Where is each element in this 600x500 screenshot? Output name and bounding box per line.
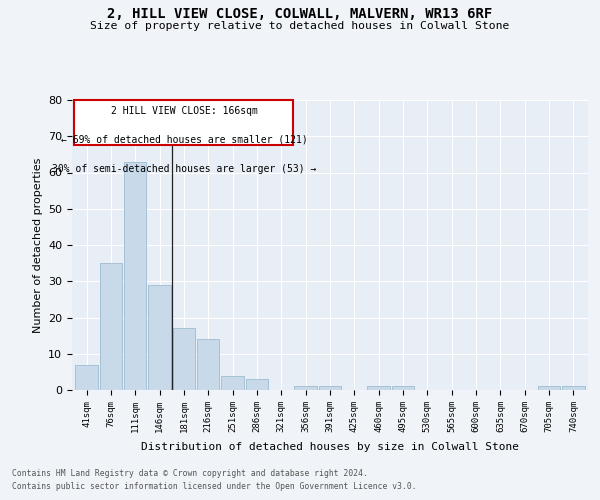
Text: ← 69% of detached houses are smaller (121): ← 69% of detached houses are smaller (12… — [61, 135, 307, 145]
Bar — [197, 339, 220, 390]
Bar — [124, 162, 146, 390]
Text: Contains HM Land Registry data © Crown copyright and database right 2024.: Contains HM Land Registry data © Crown c… — [12, 468, 368, 477]
Text: 30% of semi-detached houses are larger (53) →: 30% of semi-detached houses are larger (… — [52, 164, 316, 174]
Bar — [367, 386, 390, 390]
Text: 2 HILL VIEW CLOSE: 166sqm: 2 HILL VIEW CLOSE: 166sqm — [110, 106, 257, 116]
Bar — [76, 364, 98, 390]
Bar — [221, 376, 244, 390]
Text: Contains public sector information licensed under the Open Government Licence v3: Contains public sector information licen… — [12, 482, 416, 491]
Bar — [392, 386, 414, 390]
Bar — [246, 379, 268, 390]
Text: 2, HILL VIEW CLOSE, COLWALL, MALVERN, WR13 6RF: 2, HILL VIEW CLOSE, COLWALL, MALVERN, WR… — [107, 8, 493, 22]
Text: Size of property relative to detached houses in Colwall Stone: Size of property relative to detached ho… — [91, 21, 509, 31]
Text: Distribution of detached houses by size in Colwall Stone: Distribution of detached houses by size … — [141, 442, 519, 452]
Bar — [538, 386, 560, 390]
Bar — [173, 328, 195, 390]
Bar — [319, 386, 341, 390]
Bar — [100, 263, 122, 390]
Bar — [148, 285, 171, 390]
Bar — [295, 386, 317, 390]
FancyBboxPatch shape — [74, 100, 293, 146]
Bar — [562, 386, 584, 390]
Y-axis label: Number of detached properties: Number of detached properties — [32, 158, 43, 332]
